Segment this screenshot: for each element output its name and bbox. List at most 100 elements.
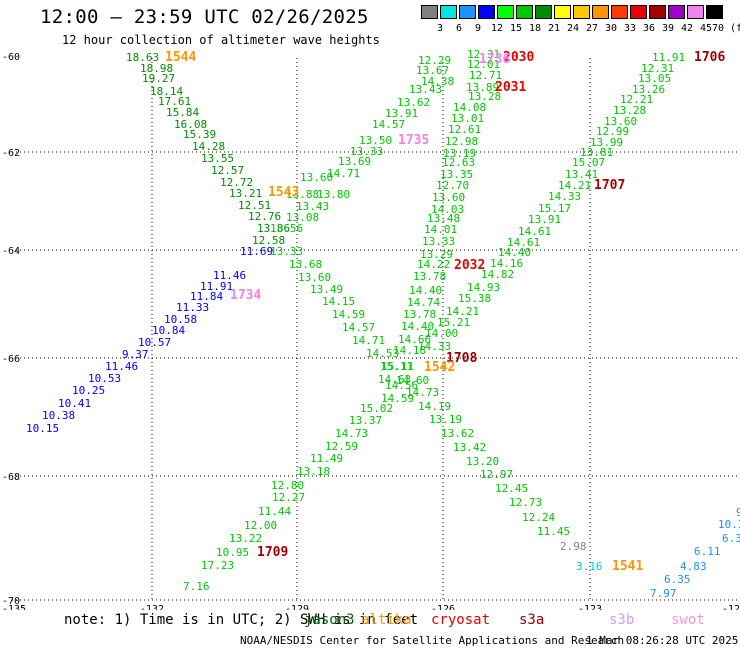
lon-tick-label: -126 xyxy=(431,604,455,610)
wave-height-value: 10.58 xyxy=(164,313,197,326)
wave-height-value: 13.80 xyxy=(317,188,350,201)
wave-height-value: 11.91 xyxy=(200,280,233,293)
wave-height-value: 14.08 xyxy=(453,101,486,114)
page-title: 12:00 – 23:59 UTC 02/26/2025 xyxy=(40,6,369,28)
satellite-label-cryosat: cryosat xyxy=(431,612,491,628)
wave-height-value: 14.71 xyxy=(352,334,385,347)
lat-tick-label: -68 xyxy=(2,472,20,483)
pass-time-label: 2030 xyxy=(503,50,534,65)
lon-tick-label: -12 xyxy=(722,604,740,610)
wave-height-value: 12.29 xyxy=(418,54,451,67)
wave-height-value: 14.56 xyxy=(385,379,418,392)
wave-height-value: 11.46 xyxy=(105,360,138,373)
page-subtitle: 12 hour collection of altimeter wave hei… xyxy=(62,33,380,47)
pass-time-label: 1544 xyxy=(165,50,196,65)
wave-height-value: 11.84 xyxy=(190,290,223,303)
pass-time-label: 1542 xyxy=(424,360,455,375)
wave-height-value: 13.78 xyxy=(403,308,436,321)
wave-height-value: 14.57 xyxy=(342,321,375,334)
wave-height-value: 6.11 xyxy=(694,545,721,558)
wave-height-value: 13.69 xyxy=(338,155,371,168)
wave-height-value: 7.97 xyxy=(650,587,677,600)
wave-height-value: 13.67 xyxy=(416,64,449,77)
wave-height-value: 10.53 xyxy=(88,372,121,385)
legend-swatch xyxy=(478,5,495,19)
wave-height-value: 13.62 xyxy=(397,96,430,109)
wave-height-value: 4.83 xyxy=(680,560,707,573)
wave-height-value: 13.22 xyxy=(229,532,262,545)
generated-timestamp: 1 Mar 08:26:28 UTC 2025 xyxy=(586,634,739,647)
legend-swatch xyxy=(668,5,685,19)
wave-height-value: 13.33 xyxy=(350,145,383,158)
legend-swatch xyxy=(611,5,628,19)
wave-height-value: 14.82 xyxy=(481,268,514,281)
wave-height-value: 6.35 xyxy=(664,573,691,586)
legend-swatch xyxy=(459,5,476,19)
wave-height-value: 12.57 xyxy=(211,164,244,177)
wave-height-value: 13.99 xyxy=(590,136,623,149)
wave-height-value: 14.59 xyxy=(381,392,414,405)
wave-height-value: 14.28 xyxy=(192,140,225,153)
legend-swatch xyxy=(421,5,438,19)
wave-height-value: 12.98 xyxy=(445,135,478,148)
pass-time-label: 1707 xyxy=(594,178,625,193)
wave-height-value: 14.38 xyxy=(421,75,454,88)
wave-height-value: 12.21 xyxy=(620,93,653,106)
legend-label: 45 xyxy=(699,23,713,34)
legend-label: 15 xyxy=(509,23,523,34)
pass-time-label: 1736 xyxy=(479,52,510,67)
wave-height-value: 14.40 xyxy=(498,246,531,259)
wave-height-value: 15.38 xyxy=(458,292,491,305)
wave-height-value: 14.74 xyxy=(407,296,440,309)
lon-tick-label: -123 xyxy=(578,604,602,610)
footnote: note: 1) Time is in UTC; 2) SWH is in fe… xyxy=(64,612,419,628)
legend-swatch xyxy=(535,5,552,19)
lat-tick-label: -60 xyxy=(2,52,20,63)
wave-height-value: 14.60 xyxy=(396,374,429,387)
wave-height-value: 13.60 xyxy=(432,191,465,204)
wave-height-value: 15.84 xyxy=(166,106,199,119)
wave-height-value: 13.05 xyxy=(638,72,671,85)
pass-time-label: 1541 xyxy=(612,559,643,574)
wave-height-value: 14.93 xyxy=(467,281,500,294)
wave-height-value: 13.21 xyxy=(229,187,262,200)
wave-height-value: 10.57 xyxy=(138,336,171,349)
wave-height-value: 13.19 xyxy=(443,147,476,160)
legend-swatch xyxy=(440,5,457,19)
axis-labels: -60-62-64-66-68-70-135 -132 -129 -126 -123 -1… xyxy=(2,52,740,610)
lon-tick-label: -132 xyxy=(140,604,164,610)
wave-height-value: 16.08 xyxy=(174,118,207,131)
wave-height-value: 14.73 xyxy=(406,386,439,399)
wave-height-value: 15.17 xyxy=(538,202,571,215)
wave-height-value: 13.28 xyxy=(613,104,646,117)
wave-height-value: 6.34 xyxy=(722,532,740,545)
wave-height-value: 11.46 xyxy=(213,269,246,282)
wave-height-value: 11.69 xyxy=(240,245,273,258)
wave-height-value: 13.60 xyxy=(604,115,637,128)
wave-height-value: 10.95 xyxy=(216,546,249,559)
satellite-label-s3a: s3a xyxy=(519,612,545,628)
wave-height-value: 13.62 xyxy=(441,427,474,440)
wave-height-value: 14.03 xyxy=(431,203,464,216)
wave-height-value: 15.02 xyxy=(360,402,393,415)
wave-height-value: 12.99 xyxy=(596,125,629,138)
wave-height-value: 11.33 xyxy=(176,301,209,314)
legend-label: 18 xyxy=(528,23,542,34)
legend-label: 24 xyxy=(566,23,580,34)
wave-height-value: 14.33 xyxy=(418,340,451,353)
wave-height-value: 14.63 xyxy=(378,373,411,386)
legend-label: 30 xyxy=(604,23,618,34)
legend-label: 21 xyxy=(547,23,561,34)
legend-label: 36 xyxy=(642,23,656,34)
wave-height-value: 9 xyxy=(736,506,740,519)
pass-time-label: 1734 xyxy=(230,288,261,303)
legend-label: 6 xyxy=(455,23,463,34)
wave-height-value: 15.39 xyxy=(183,128,216,141)
wave-height-value: 13.86 xyxy=(257,222,290,235)
wave-height-value: 14.40 xyxy=(409,284,442,297)
wave-height-value: 10.3 xyxy=(718,518,740,531)
pass-time-label: 1708 xyxy=(446,351,477,366)
wave-height-value: 10.38 xyxy=(42,409,75,422)
legend-label: 27 xyxy=(585,23,599,34)
wave-height-value: 12.72 xyxy=(220,176,253,189)
